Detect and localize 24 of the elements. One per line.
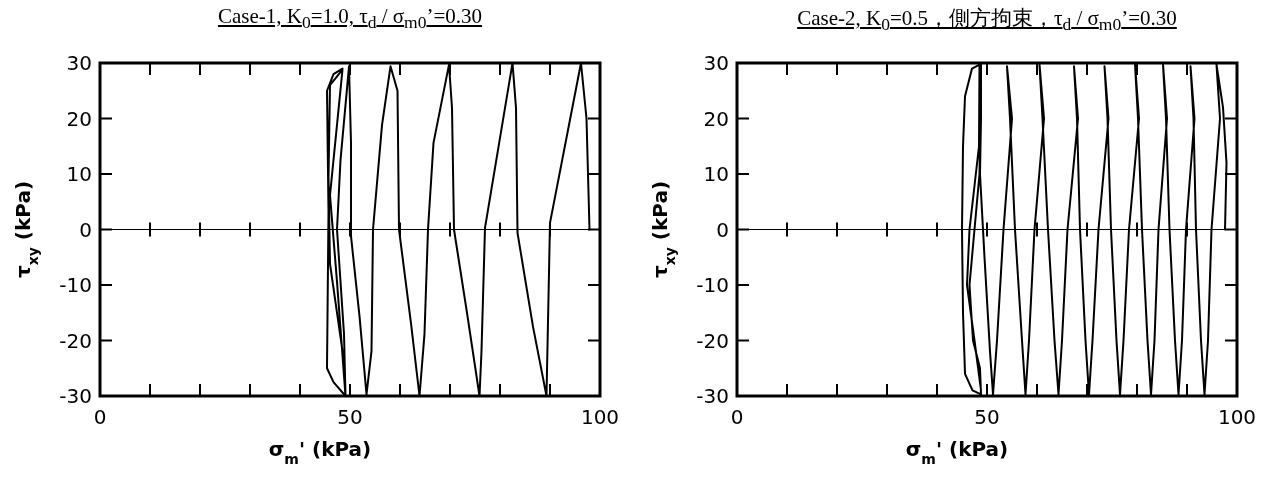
x-tick-label: 100 — [580, 405, 620, 429]
x-axis-title: σ$_{m}$' (kPa) — [905, 437, 1009, 467]
x-tick-label: 50 — [337, 405, 363, 429]
y-tick-label: -30 — [696, 384, 729, 408]
chart-title: Case-2, K$_{0}$=0.5，側方拘束，τ$_{d}$ / σ$_{m0}$’=0.30 — [796, 5, 1178, 36]
y-tick-label: -10 — [696, 273, 729, 297]
y-tick-label: -20 — [59, 328, 92, 353]
y-tick-label: -30 — [59, 384, 92, 408]
x-tick-label: 100 — [1217, 405, 1257, 429]
y-tick-label: 0 — [79, 217, 92, 242]
x-axis-title: σ$_{m}$' (kPa) — [268, 437, 372, 467]
y-tick-label: -20 — [696, 328, 729, 353]
y-tick-label: 0 — [716, 217, 729, 242]
x-tick-label: 0 — [730, 405, 744, 429]
y-tick-label: 30 — [703, 51, 729, 75]
y-tick-label: 10 — [703, 162, 729, 186]
y-tick-label: 20 — [66, 106, 92, 131]
y-tick-label: 10 — [66, 162, 92, 186]
y-tick-label: 30 — [66, 51, 92, 75]
y-tick-label: 20 — [703, 106, 729, 131]
x-tick-label: 50 — [974, 405, 1000, 429]
chart-title: Case-1, K$_{0}$=1.0, τ$_{d}$ / σ$_{m0}$’=0.30 — [216, 4, 484, 34]
y-tick-label: -10 — [59, 273, 92, 297]
x-tick-label: 0 — [93, 405, 107, 429]
